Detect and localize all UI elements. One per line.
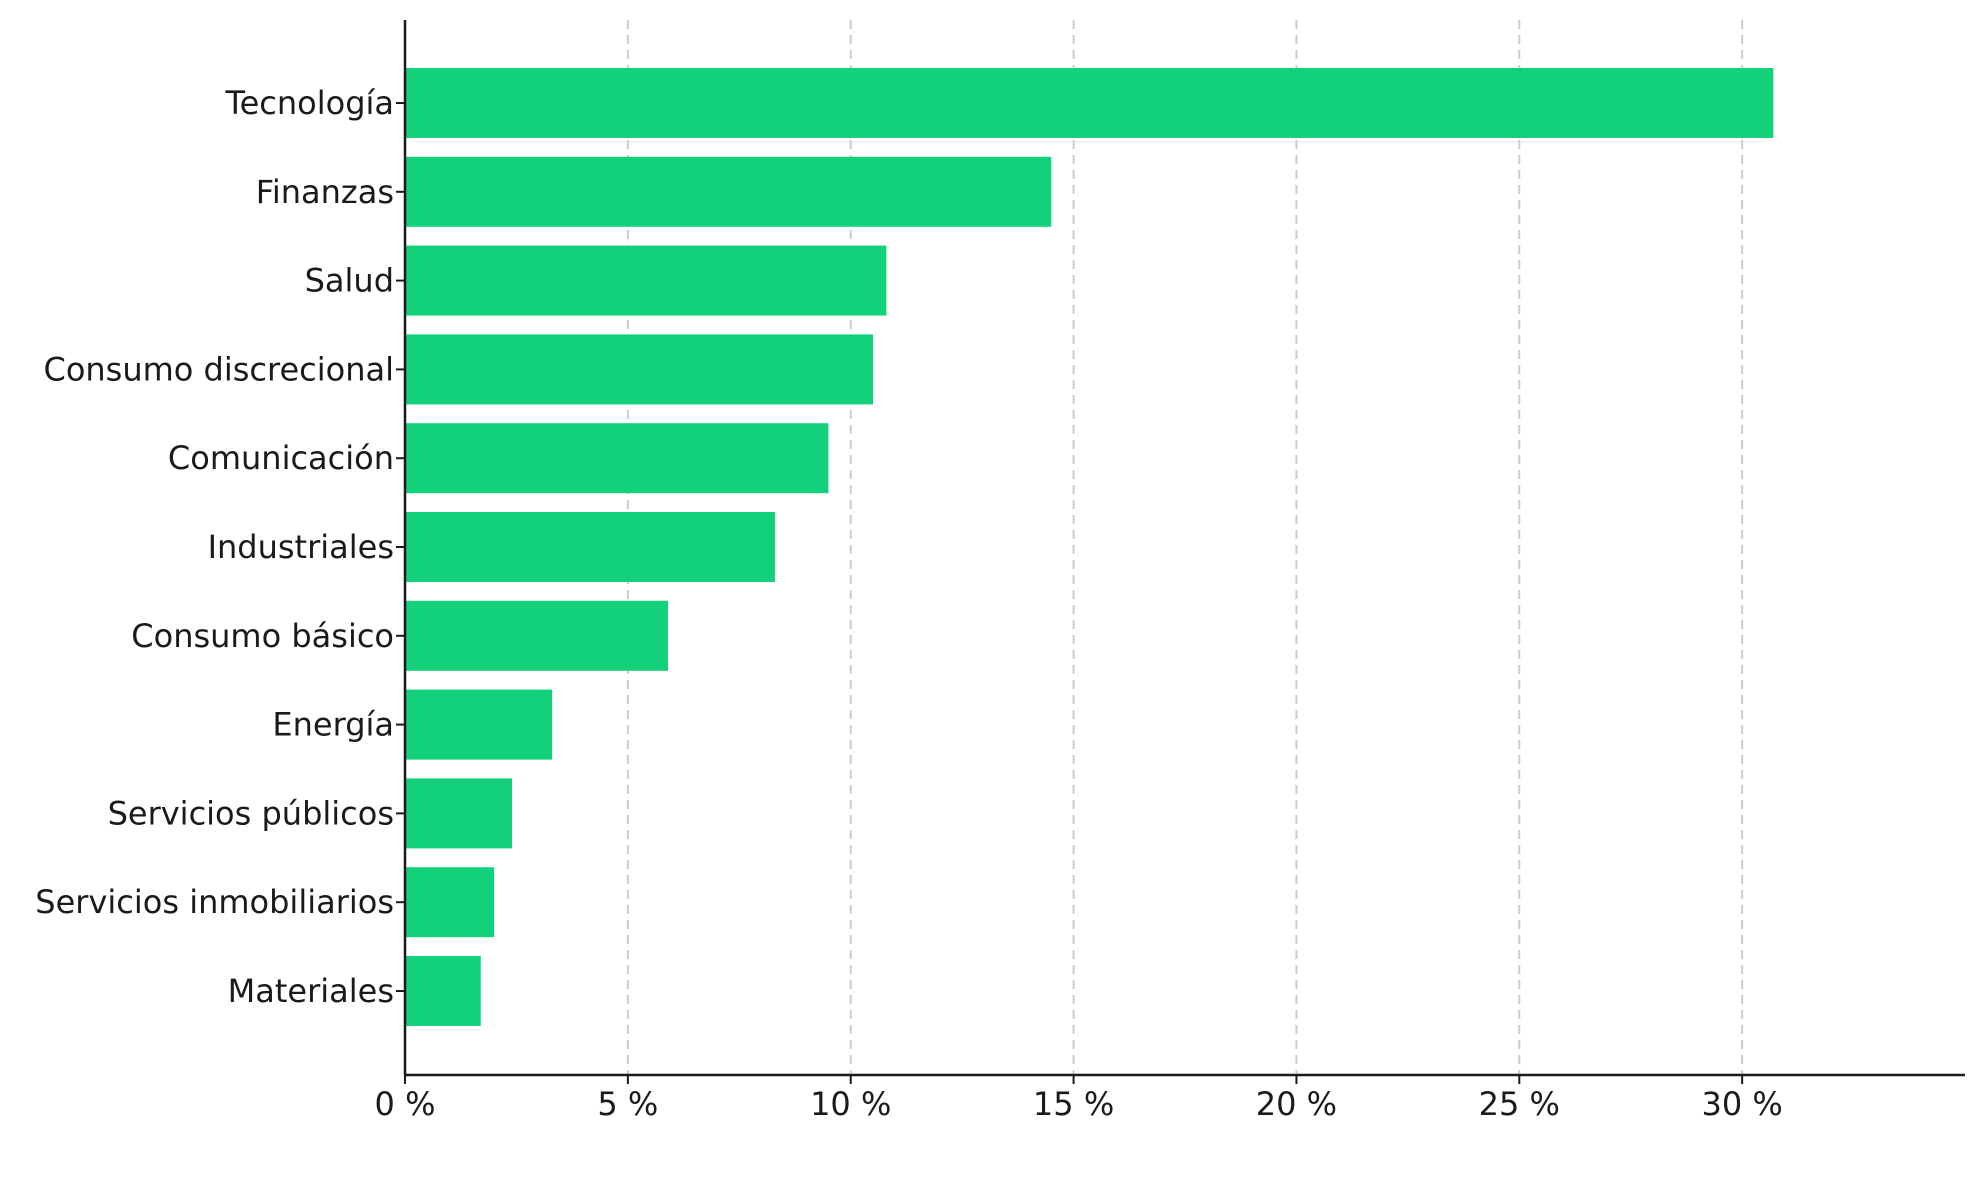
category-label: Comunicación: [168, 439, 394, 477]
bar: [405, 512, 775, 582]
category-label: Servicios inmobiliarios: [35, 883, 394, 921]
x-tick-label: 30 %: [1701, 1085, 1782, 1123]
category-label: Salud: [305, 262, 394, 300]
x-tick-label: 20 %: [1256, 1085, 1337, 1123]
bar: [405, 778, 512, 849]
category-label: Industriales: [208, 528, 394, 566]
bar: [405, 600, 668, 671]
x-tick-label: 25 %: [1479, 1085, 1560, 1123]
bars: [405, 68, 1774, 1026]
category-label: Finanzas: [256, 173, 394, 211]
x-tick-label: 5 %: [597, 1085, 658, 1123]
x-tick-label: 15 %: [1033, 1085, 1114, 1123]
bar: [405, 156, 1052, 227]
category-label: Servicios públicos: [108, 794, 394, 832]
bar: [405, 423, 829, 494]
bar: [405, 956, 481, 1026]
bar: [405, 689, 553, 760]
x-tick-label: 0 %: [375, 1085, 436, 1123]
bar: [405, 867, 495, 938]
bar: [405, 245, 887, 316]
category-label: Consumo básico: [131, 617, 394, 655]
bar: [405, 68, 1774, 138]
category-label: Materiales: [228, 972, 394, 1010]
axes: [396, 20, 1965, 1084]
x-tick-label: 10 %: [810, 1085, 891, 1123]
category-label: Consumo discrecional: [43, 350, 394, 388]
category-label: Tecnología: [224, 84, 394, 122]
category-label: Energía: [272, 706, 394, 744]
bar: [405, 334, 873, 405]
labels: Tecnología Finanzas Salud Consumo discrecio…: [35, 84, 1782, 1123]
